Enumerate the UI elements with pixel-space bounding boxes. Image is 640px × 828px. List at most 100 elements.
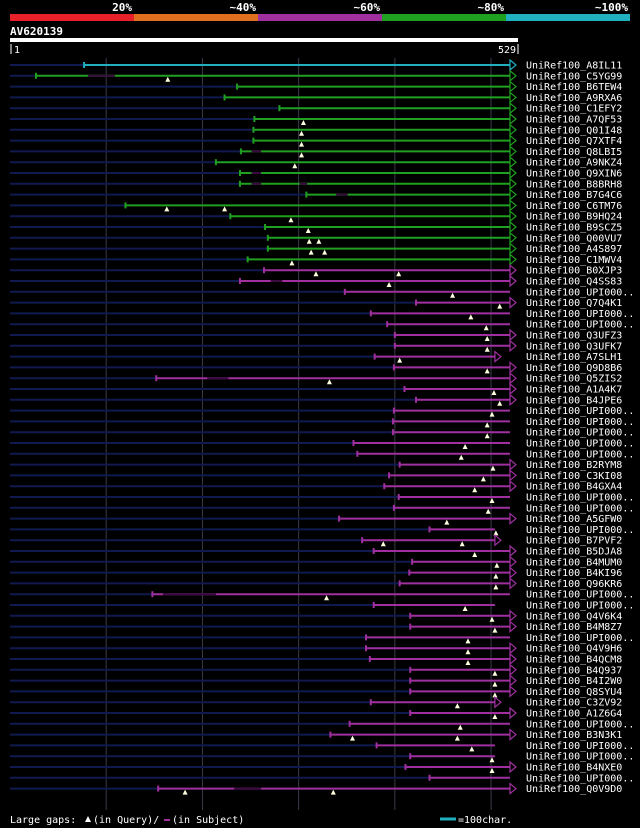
hit-row[interactable]: UniRef100_Q3UFK7	[10, 339, 622, 353]
hit-row[interactable]: UniRef100_Q8LBI5	[10, 145, 622, 158]
hit-row[interactable]: UniRef100_UPI000..	[10, 773, 634, 784]
hit-row[interactable]: UniRef100_B4MUM0	[10, 555, 622, 569]
hit-label[interactable]: UniRef100_UPI000..	[526, 633, 634, 644]
hit-label[interactable]: UniRef100_B0XJP3	[526, 266, 622, 277]
hit-row[interactable]: UniRef100_A8IL11	[10, 58, 622, 72]
hit-label[interactable]: UniRef100_UPI000..	[526, 406, 634, 417]
hit-row[interactable]: UniRef100_UPI000..	[10, 590, 634, 601]
hit-label[interactable]: UniRef100_Q01I48	[526, 125, 622, 136]
hit-row[interactable]: UniRef100_UPI000..	[10, 752, 634, 763]
hit-label[interactable]: UniRef100_Q9XIN6	[526, 169, 622, 180]
hit-row[interactable]: UniRef100_UPI000..	[10, 719, 634, 730]
hit-row[interactable]: UniRef100_B0XJP3	[10, 263, 622, 277]
hit-row[interactable]: UniRef100_Q4V9H6	[10, 641, 622, 655]
hit-label[interactable]: UniRef100_B4M8Z7	[526, 622, 622, 633]
hit-label[interactable]: UniRef100_UPI000..	[526, 503, 634, 514]
hit-label[interactable]: UniRef100_C3KI08	[526, 471, 622, 482]
hit-row[interactable]: UniRef100_B7PVF2	[10, 533, 622, 547]
hit-row[interactable]: UniRef100_C5YG99	[10, 69, 622, 83]
hit-label[interactable]: UniRef100_B7G4C6	[526, 190, 622, 201]
hit-row[interactable]: UniRef100_Q8SYU4	[10, 685, 622, 698]
hit-row[interactable]: UniRef100_B2RYM8	[10, 458, 622, 472]
hit-row[interactable]: UniRef100_UPI000..	[10, 633, 634, 644]
hit-label[interactable]: UniRef100_A9RXA6	[526, 93, 622, 104]
hit-label[interactable]: UniRef100_Q00VU7	[526, 233, 622, 244]
hit-row[interactable]: UniRef100_Q9XIN6	[10, 166, 622, 180]
hit-row[interactable]: UniRef100_B8BRH8	[10, 177, 622, 191]
hit-row[interactable]: UniRef100_B3N3K1	[10, 728, 622, 742]
hit-row[interactable]: UniRef100_A1Z6G4	[10, 706, 622, 720]
hit-row[interactable]: UniRef100_UPI000..	[10, 503, 634, 514]
hit-row[interactable]: UniRef100_Q7Q4K1	[10, 296, 622, 310]
hit-row[interactable]: UniRef100_Q0V9D0	[10, 782, 622, 796]
hit-label[interactable]: UniRef100_B4NXE0	[526, 763, 622, 774]
hit-label[interactable]: UniRef100_Q3UFZ3	[526, 331, 622, 342]
hit-label[interactable]: UniRef100_A1A4K7	[526, 385, 622, 396]
hit-label[interactable]: UniRef100_Q4V9H6	[526, 644, 622, 655]
hit-row[interactable]: UniRef100_UPI000..	[10, 309, 634, 320]
hit-row[interactable]: UniRef100_B4JPE6	[10, 393, 622, 407]
hit-label[interactable]: UniRef100_UPI000..	[526, 428, 634, 439]
hit-label[interactable]: UniRef100_UPI000..	[526, 320, 634, 331]
hit-label[interactable]: UniRef100_B4GXA4	[526, 482, 622, 493]
hit-row[interactable]: UniRef100_B4I2W0	[10, 674, 622, 688]
hit-label[interactable]: UniRef100_B6TEW4	[526, 82, 622, 93]
hit-label[interactable]: UniRef100_UPI000..	[526, 449, 634, 460]
hit-label[interactable]: UniRef100_B8BRH8	[526, 179, 622, 190]
hit-label[interactable]: UniRef100_UPI000..	[526, 741, 634, 752]
hit-row[interactable]: UniRef100_A5GFW0	[10, 512, 622, 526]
hit-row[interactable]: UniRef100_C3KI08	[10, 469, 622, 482]
hit-row[interactable]: UniRef100_B7G4C6	[10, 188, 622, 202]
hit-label[interactable]: UniRef100_C6TM76	[526, 201, 622, 212]
hit-label[interactable]: UniRef100_A9NKZ4	[526, 158, 622, 169]
hit-row[interactable]: UniRef100_UPI000..	[10, 493, 634, 504]
hit-label[interactable]: UniRef100_B9SCZ5	[526, 223, 622, 234]
hit-label[interactable]: UniRef100_Q7XTF4	[526, 136, 622, 147]
hit-row[interactable]: UniRef100_B4GXA4	[10, 479, 622, 493]
hit-row[interactable]: UniRef100_UPI000..	[10, 417, 634, 428]
hit-row[interactable]: UniRef100_A7SLH1	[10, 350, 622, 364]
hit-label[interactable]: UniRef100_UPI000..	[526, 493, 634, 504]
hit-row[interactable]: UniRef100_B4NXE0	[10, 760, 622, 774]
hit-label[interactable]: UniRef100_UPI000..	[526, 287, 634, 298]
hit-row[interactable]: UniRef100_Q4SS83	[10, 274, 622, 288]
hit-label[interactable]: UniRef100_UPI000..	[526, 752, 634, 763]
hit-label[interactable]: UniRef100_C1MWV4	[526, 255, 622, 266]
hit-label[interactable]: UniRef100_UPI000..	[526, 439, 634, 450]
hit-label[interactable]: UniRef100_A7QF53	[526, 115, 622, 126]
hit-row[interactable]: UniRef100_UPI000..	[10, 525, 634, 536]
hit-label[interactable]: UniRef100_UPI000..	[526, 417, 634, 428]
hit-row[interactable]: UniRef100_B9SCZ5	[10, 220, 622, 234]
hit-row[interactable]: UniRef100_Q5ZIS2	[10, 371, 622, 385]
hit-row[interactable]: UniRef100_C3ZV92	[10, 695, 622, 709]
hit-row[interactable]: UniRef100_B4KI96	[10, 566, 622, 580]
hit-label[interactable]: UniRef100_Q8SYU4	[526, 687, 622, 698]
hit-row[interactable]: UniRef100_UPI000..	[10, 601, 634, 612]
hit-label[interactable]: UniRef100_UPI000..	[526, 590, 634, 601]
hit-row[interactable]: UniRef100_C1EFY2	[10, 101, 622, 115]
hit-label[interactable]: UniRef100_Q8LBI5	[526, 147, 622, 158]
hit-row[interactable]: UniRef100_B9HQ24	[10, 209, 622, 223]
hit-label[interactable]: UniRef100_B4MUM0	[526, 557, 622, 568]
hit-label[interactable]: UniRef100_B7PVF2	[526, 536, 622, 547]
hit-label[interactable]: UniRef100_Q96KR6	[526, 579, 622, 590]
hit-row[interactable]: UniRef100_UPI000..	[10, 287, 634, 298]
hit-label[interactable]: UniRef100_Q7Q4K1	[526, 298, 622, 309]
hit-row[interactable]: UniRef100_C6TM76	[10, 199, 622, 212]
hit-label[interactable]: UniRef100_C1EFY2	[526, 104, 622, 115]
hit-row[interactable]: UniRef100_A9NKZ4	[10, 155, 622, 169]
hit-label[interactable]: UniRef100_UPI000..	[526, 601, 634, 612]
hit-label[interactable]: UniRef100_B9HQ24	[526, 212, 622, 223]
hit-label[interactable]: UniRef100_Q3UFK7	[526, 341, 622, 352]
hit-label[interactable]: UniRef100_B4I2W0	[526, 676, 622, 687]
hit-row[interactable]: UniRef100_B6TEW4	[10, 80, 622, 94]
hit-label[interactable]: UniRef100_B4KI96	[526, 568, 622, 579]
hit-label[interactable]: UniRef100_Q4SS83	[526, 277, 622, 288]
hit-row[interactable]: UniRef100_UPI000..	[10, 320, 634, 331]
hit-row[interactable]: UniRef100_B4Q937	[10, 663, 622, 677]
hit-row[interactable]: UniRef100_UPI000..	[10, 449, 634, 460]
hit-label[interactable]: UniRef100_Q0V9D0	[526, 784, 622, 795]
hit-row[interactable]: UniRef100_Q00VU7	[10, 231, 622, 245]
hit-row[interactable]: UniRef100_C1MWV4	[10, 253, 622, 266]
hit-label[interactable]: UniRef100_A7SLH1	[526, 352, 622, 363]
